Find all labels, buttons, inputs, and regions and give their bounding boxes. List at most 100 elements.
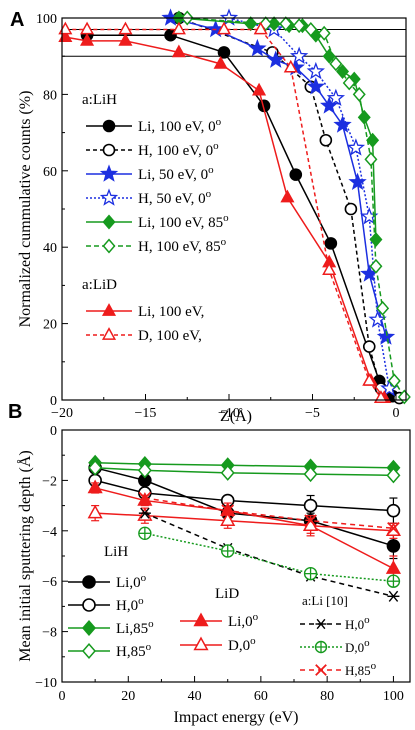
legend-label: Li,0o [116, 572, 147, 591]
series-2 [161, 8, 396, 345]
marker-diamond [376, 300, 390, 316]
data-point [352, 86, 366, 102]
marker-triangle [80, 33, 95, 46]
legend-swatch-marker [82, 642, 96, 660]
data-point [387, 521, 400, 535]
marker-diamond [244, 16, 258, 32]
y-axis-label: Normalized cummulative counts (%) [17, 91, 34, 328]
legend-entry: Li, 100 eV, [86, 303, 204, 320]
x-axis-label: Z(Å) [220, 407, 252, 425]
data-point [58, 21, 73, 35]
legend-title-0: LiH [104, 544, 128, 560]
y-tick-label: 40 [43, 241, 57, 256]
data-point [87, 504, 103, 519]
legend-swatch-marker [82, 619, 96, 637]
marker-stroke [140, 507, 150, 519]
y-tick-label: 100 [36, 12, 57, 27]
marker-diamond [342, 75, 356, 91]
marker-star [320, 96, 339, 114]
x-tick-label: 20 [121, 689, 135, 704]
marker-stroke [138, 491, 152, 505]
marker-circle [102, 119, 116, 133]
data-point [279, 16, 293, 32]
data-point [303, 566, 318, 581]
x-tick-label: 40 [188, 689, 202, 704]
marker-triangle [80, 21, 95, 35]
data-point [220, 464, 235, 481]
legend-label: Li, 100 eV, 0o [138, 116, 222, 135]
data-point [87, 479, 103, 494]
series-3 [219, 8, 399, 397]
legend-entry: Li, 50 eV, 0o [86, 164, 214, 183]
marker-stroke [388, 590, 399, 602]
marker-triangle [280, 189, 295, 203]
legend-entry: Li,0o [180, 611, 259, 630]
marker-triangle [220, 512, 236, 526]
legend-swatch-marker [315, 664, 327, 676]
legend-swatch-marker [99, 188, 119, 206]
marker-diamond [279, 16, 293, 32]
data-point [88, 459, 103, 476]
x-tick-label: 100 [383, 689, 404, 704]
data-point [304, 514, 317, 528]
data-point [137, 462, 152, 479]
data-point [304, 21, 318, 37]
marker-triangle [87, 479, 103, 494]
panel-letter-b: B [8, 401, 22, 423]
marker-stroke [221, 504, 235, 517]
marker-triangle [118, 33, 133, 46]
marker-triangle [87, 504, 103, 519]
legend-swatch-marker [193, 612, 209, 627]
marker-diamond [82, 619, 96, 637]
marker-triangle [213, 55, 228, 69]
legend-swatch-marker [102, 238, 116, 254]
marker-circle [102, 143, 116, 157]
legend-label: D, 100 eV, [138, 328, 202, 344]
marker-diamond [137, 462, 152, 479]
legend-entry: H, 100 eV, 0o [86, 140, 219, 159]
data-point [138, 507, 151, 519]
legend-entry: Li,85o [68, 618, 154, 637]
legend-label: H, 100 eV, 85o [138, 236, 227, 255]
marker-circle [344, 202, 358, 216]
marker-triangle [253, 21, 268, 35]
legend-label: Li,85o [116, 618, 154, 637]
legend-label: Li,0o [228, 611, 259, 630]
marker-star [306, 77, 325, 95]
data-point [138, 526, 152, 541]
data-point [322, 262, 337, 275]
marker-circle [362, 340, 376, 353]
data-point [248, 38, 267, 57]
marker-triangle [171, 44, 186, 58]
x-tick-label: 80 [320, 689, 334, 704]
marker-diamond [387, 373, 401, 389]
series-line [144, 497, 394, 530]
marker-stroke [387, 521, 400, 535]
data-point [267, 16, 281, 32]
legend-swatch-marker [101, 327, 117, 340]
legend-swatch-marker [102, 143, 116, 157]
x-tick-label: −10 [218, 406, 240, 421]
marker-triangle [193, 636, 209, 651]
data-point [376, 300, 390, 316]
data-point [221, 504, 235, 517]
data-point [138, 491, 152, 505]
marker-star [266, 50, 285, 68]
data-point [387, 590, 400, 602]
legend-entry: Li,0o [68, 572, 147, 591]
legend-swatch-marker [102, 119, 116, 133]
data-point [348, 172, 367, 191]
marker-circle [217, 46, 231, 59]
marker-diamond [303, 466, 318, 483]
marker-star [346, 138, 366, 156]
legend-label: H,0o [345, 614, 370, 632]
data-point [216, 21, 232, 35]
legend-entry: H,0o [300, 614, 370, 632]
x-tick-label: −20 [51, 406, 73, 421]
marker-diamond [364, 151, 378, 167]
marker-triangle [362, 373, 377, 386]
y-tick-label: 0 [50, 424, 57, 439]
marker-circle [289, 168, 303, 181]
marker-triangle [58, 21, 73, 35]
